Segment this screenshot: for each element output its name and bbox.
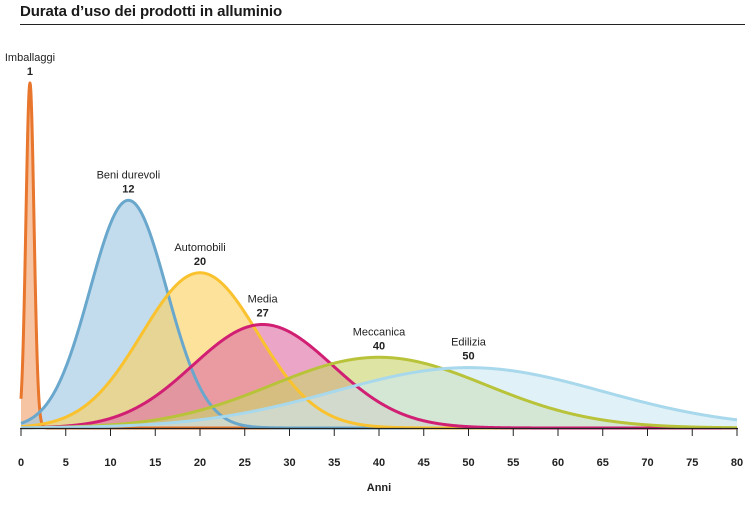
x-tick-label: 65	[597, 457, 609, 469]
series-areas	[19, 81, 739, 430]
series-label-edilizia: Edilizia	[451, 337, 487, 349]
x-axis-ticks: 0 5 10 15 20 25 30 35 40 45 50 55 60 65 70 75 80	[18, 429, 743, 469]
x-tick-label: 25	[239, 457, 251, 469]
x-tick-label: 80	[731, 457, 743, 469]
series-label-automobili: Automobili	[174, 242, 225, 254]
x-tick-label: 70	[641, 457, 653, 469]
chart-title: Durata d’uso dei prodotti in alluminio	[20, 3, 283, 20]
x-tick-label: 50	[462, 457, 474, 469]
x-tick-label: 20	[194, 457, 206, 469]
x-axis-title: Anni	[367, 482, 391, 494]
series-label-beni-durevoli: Beni durevoli	[97, 169, 161, 181]
series-label-media: Media	[248, 294, 279, 306]
x-tick-label: 10	[104, 457, 116, 469]
x-tick-label: 40	[373, 457, 385, 469]
x-tick-label: 0	[18, 457, 24, 469]
series-line-meccanica	[19, 355, 739, 430]
series-label-imballaggi: Imballaggi	[5, 52, 55, 64]
series-value-meccanica: 40	[373, 340, 385, 352]
series-area-media	[21, 324, 737, 428]
x-tick-label: 5	[63, 457, 69, 469]
series-area-edilizia	[21, 367, 737, 428]
x-tick-label: 55	[507, 457, 519, 469]
series-value-edilizia: 50	[462, 351, 474, 363]
x-tick-label: 75	[686, 457, 698, 469]
x-tick-label: 35	[328, 457, 340, 469]
title-divider	[20, 24, 745, 25]
series-label-meccanica: Meccanica	[353, 326, 406, 338]
series-labels: Imballaggi 1 Beni durevoli 12 Automobili 20 Me…	[5, 52, 487, 363]
x-tick-label: 30	[283, 457, 295, 469]
x-tick-label: 60	[552, 457, 564, 469]
series-value-imballaggi: 1	[27, 66, 33, 78]
series-value-automobili: 20	[194, 256, 206, 268]
x-tick-label: 15	[149, 457, 161, 469]
series-line-edilizia	[19, 366, 739, 430]
series-value-media: 27	[257, 308, 269, 320]
series-value-beni-durevoli: 12	[122, 183, 134, 195]
x-tick-label: 45	[418, 457, 430, 469]
